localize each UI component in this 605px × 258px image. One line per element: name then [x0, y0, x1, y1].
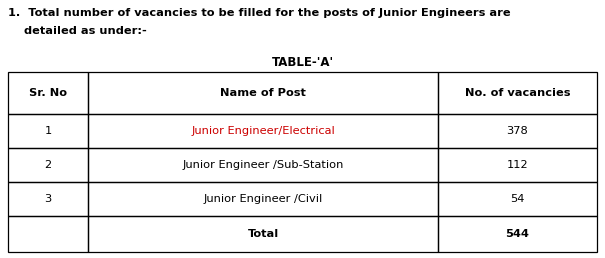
Bar — [8, 148, 88, 182]
Text: 1: 1 — [44, 126, 51, 136]
Text: Name of Post: Name of Post — [220, 88, 306, 98]
Bar — [438, 182, 597, 216]
Bar — [438, 148, 597, 182]
Text: 3: 3 — [44, 194, 51, 204]
Bar — [8, 114, 88, 148]
Text: Junior Engineer /Sub-Station: Junior Engineer /Sub-Station — [182, 160, 344, 170]
Text: Junior Engineer/Electrical: Junior Engineer/Electrical — [191, 126, 335, 136]
Bar — [8, 72, 88, 114]
Text: 378: 378 — [506, 126, 528, 136]
Text: Junior Engineer /Civil: Junior Engineer /Civil — [203, 194, 322, 204]
Bar — [88, 114, 438, 148]
Text: No. of vacancies: No. of vacancies — [465, 88, 571, 98]
Bar — [438, 216, 597, 252]
Text: detailed as under:-: detailed as under:- — [8, 26, 147, 36]
Text: Total: Total — [247, 229, 279, 239]
Text: 1.  Total number of vacancies to be filled for the posts of Junior Engineers are: 1. Total number of vacancies to be fille… — [8, 8, 511, 18]
Text: Sr. No: Sr. No — [29, 88, 67, 98]
Bar — [438, 72, 597, 114]
Bar — [88, 182, 438, 216]
Bar — [8, 182, 88, 216]
Text: 2: 2 — [44, 160, 51, 170]
Bar — [8, 216, 88, 252]
Text: 544: 544 — [506, 229, 529, 239]
Bar — [88, 148, 438, 182]
Text: 54: 54 — [510, 194, 525, 204]
Text: TABLE-'A': TABLE-'A' — [272, 56, 333, 69]
Text: 112: 112 — [507, 160, 528, 170]
Bar — [88, 216, 438, 252]
Bar — [88, 72, 438, 114]
Bar — [438, 114, 597, 148]
